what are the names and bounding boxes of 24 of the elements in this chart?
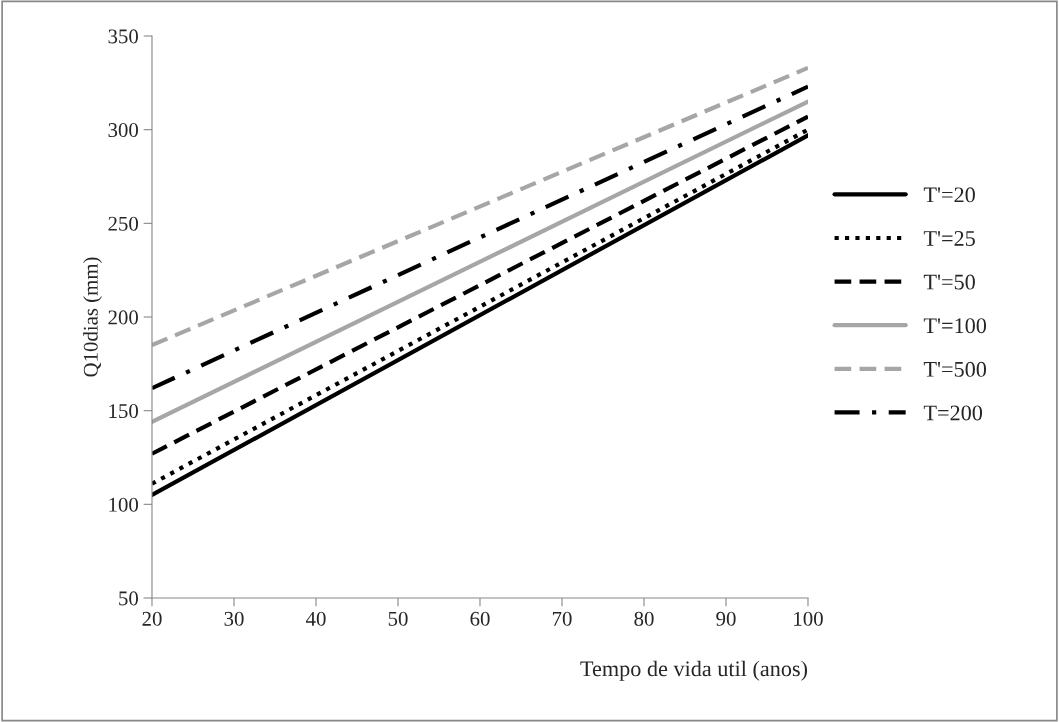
legend-label: T=200 — [923, 405, 983, 421]
legend-label: T'=50 — [923, 274, 975, 290]
y-axis-title: Q10dias (mm) — [83, 257, 102, 377]
x-tick-label: 60 — [470, 611, 490, 626]
y-tick-label: 150 — [109, 404, 139, 419]
x-tick-label: 30 — [224, 611, 244, 626]
x-tick-label: 100 — [794, 611, 823, 626]
y-tick-label: 200 — [108, 310, 139, 325]
x-tick-label: 20 — [142, 611, 162, 626]
legend-label: T'=100 — [923, 318, 987, 334]
y-tick-label: 300 — [108, 123, 139, 138]
legend-label: T'=500 — [923, 361, 987, 377]
x-tick-label: 70 — [552, 611, 572, 626]
x-tick-label: 90 — [716, 611, 736, 626]
y-tick-label: 100 — [109, 497, 139, 512]
x-axis-title: Tempo de vida util (anos) — [580, 660, 808, 681]
legend-label: T'=25 — [923, 231, 975, 246]
legend-label: T'=20 — [923, 187, 975, 203]
x-tick-label: 50 — [388, 611, 408, 626]
y-tick-label: 50 — [119, 591, 139, 606]
y-tick-label: 250 — [108, 216, 139, 231]
x-tick-label: 40 — [305, 611, 326, 626]
y-tick-label: 350 — [108, 29, 139, 44]
x-tick-label: 80 — [634, 611, 654, 626]
